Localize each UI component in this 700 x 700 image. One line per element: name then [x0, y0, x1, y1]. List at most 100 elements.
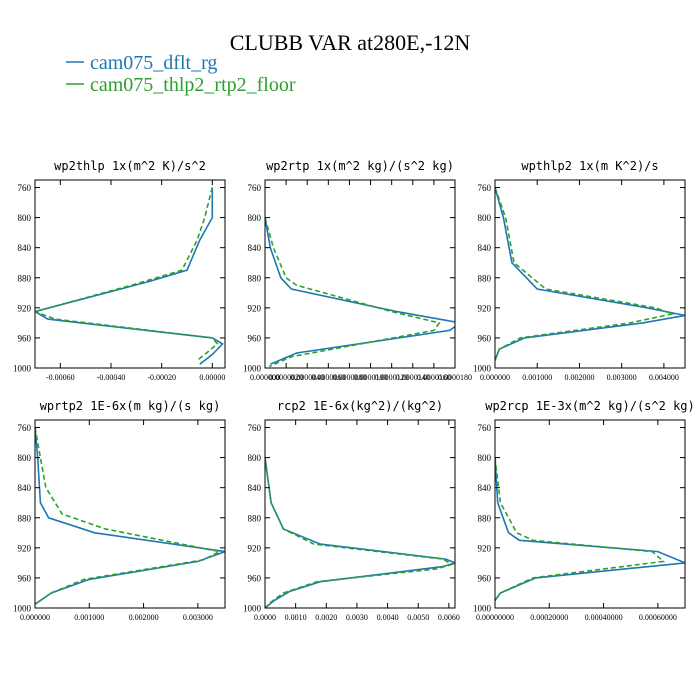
x-tick-label: 0.002000: [564, 373, 594, 382]
x-tick-label: 0.0000120: [375, 373, 409, 382]
x-tick-label: 0.0000180: [438, 373, 472, 382]
y-tick-label: 880: [18, 513, 32, 523]
panel-title: wp2rcp 1E-3x(m^2 kg)/(s^2 kg): [485, 399, 695, 413]
series-line-2: [495, 457, 666, 601]
y-tick-label: 960: [478, 573, 492, 583]
x-tick-label: 0.0000100: [354, 373, 388, 382]
y-tick-label: 920: [18, 543, 32, 553]
plot-frame: [494, 179, 686, 369]
y-tick-label: 1000: [473, 364, 492, 374]
y-tick-label: 760: [18, 183, 32, 193]
y-tick-label: 840: [478, 483, 492, 493]
x-tick-label: -0.00060: [46, 373, 75, 382]
series-line-1: [35, 187, 224, 365]
y-tick-label: 920: [248, 543, 262, 553]
series-line-2: [265, 457, 454, 608]
x-tick-label: 0.0010: [285, 613, 307, 622]
y-tick-label: 760: [478, 183, 492, 193]
panel-title: wp2rtp 1x(m^2 kg)/(s^2 kg): [266, 159, 454, 173]
y-tick-label: 1000: [473, 604, 492, 614]
y-tick-label: 880: [478, 513, 492, 523]
x-tick-label: 0.00020000: [530, 613, 568, 622]
x-tick-label: 0.000000: [480, 373, 510, 382]
y-tick-label: 960: [248, 333, 262, 343]
figure-title: CLUBB VAR at280E,-12N: [230, 30, 471, 55]
x-tick-label: 0.00060000: [639, 613, 677, 622]
series-line-1: [495, 457, 685, 601]
series-line-2: [265, 217, 441, 368]
panel-4: wprtp2 1E-6x(m kg)/(s kg) 760 800 840 880 920…: [13, 399, 226, 622]
x-tick-label: 0.003000: [607, 373, 637, 382]
plot-frame: [34, 419, 226, 609]
x-tick-label: 0.000000: [20, 613, 50, 622]
y-tick-label: 1000: [13, 364, 32, 374]
y-tick-label: 800: [248, 213, 262, 223]
x-tick-label: 0.00000: [199, 373, 225, 382]
series-line-2: [35, 427, 223, 605]
y-tick-label: 960: [248, 573, 262, 583]
x-tick-label: 0.002000: [129, 613, 159, 622]
x-tick-label: 0.001000: [74, 613, 104, 622]
x-tick-label: -0.00040: [97, 373, 126, 382]
series-line-2: [35, 187, 219, 362]
x-tick-label: 0.0030: [346, 613, 368, 622]
y-tick-label: 960: [18, 333, 32, 343]
y-tick-label: 840: [248, 483, 262, 493]
x-tick-label: 0.00000000: [476, 613, 514, 622]
y-tick-label: 840: [18, 483, 32, 493]
x-tick-label: 0.0000040: [290, 373, 324, 382]
y-tick-label: 960: [478, 333, 492, 343]
y-tick-label: 760: [478, 423, 492, 433]
y-tick-label: 800: [18, 213, 32, 223]
y-tick-label: 840: [248, 243, 262, 253]
x-tick-label: 0.0060: [438, 613, 460, 622]
y-tick-label: 880: [248, 513, 262, 523]
y-tick-label: 920: [248, 303, 262, 313]
y-tick-label: 880: [478, 273, 492, 283]
x-tick-label: 0.004000: [649, 373, 679, 382]
x-tick-label: 0.0000: [254, 613, 276, 622]
legend: cam075_dflt_rg cam075_thlp2_rtp2_floor: [66, 52, 296, 96]
panel-1: wp2thlp 1x(m^2 K)/s^2 760 800 840 880 920 960 1…: [13, 159, 226, 382]
x-tick-label: 0.0050: [407, 613, 429, 622]
y-tick-label: 760: [248, 183, 262, 193]
y-tick-label: 800: [478, 453, 492, 463]
panel-6: wp2rcp 1E-3x(m^2 kg)/(s^2 kg) 760 800 840 88…: [473, 399, 695, 622]
x-tick-label: 0.0000080: [332, 373, 366, 382]
x-tick-label: 0.0000060: [311, 373, 345, 382]
panel-title: wprtp2 1E-6x(m kg)/(s kg): [40, 399, 221, 413]
panel-2: wp2rtp 1x(m^2 kg)/(s^2 kg) 760 800 840 880 92…: [243, 159, 472, 382]
y-tick-label: 920: [478, 543, 492, 553]
x-tick-label: 0.0000160: [417, 373, 451, 382]
x-tick-label: 0.001000: [522, 373, 552, 382]
legend-label-2: cam075_thlp2_rtp2_floor: [90, 74, 296, 96]
plot-frame: [264, 419, 456, 609]
y-tick-label: 840: [18, 243, 32, 253]
panel-3: wpthlp2 1x(m K^2)/s 760 800 840 880 920 960 100…: [473, 159, 686, 382]
series-line-1: [265, 457, 455, 608]
x-tick-label: 0.0020: [315, 613, 337, 622]
y-tick-label: 800: [18, 453, 32, 463]
y-tick-label: 1000: [13, 604, 32, 614]
panel-grid: wp2thlp 1x(m^2 K)/s^2 760 800 840 880 920 960 1…: [13, 159, 695, 622]
y-tick-label: 880: [248, 273, 262, 283]
y-tick-label: 920: [18, 303, 32, 313]
x-tick-label: 0.0040: [377, 613, 399, 622]
panel-title: wpthlp2 1x(m K^2)/s: [521, 159, 658, 173]
y-tick-label: 960: [18, 573, 32, 583]
plot-frame: [34, 179, 226, 369]
x-tick-label: 0.003000: [183, 613, 213, 622]
y-tick-label: 1000: [243, 364, 262, 374]
x-tick-label: 0.00040000: [585, 613, 623, 622]
y-tick-label: 760: [18, 423, 32, 433]
y-tick-label: 800: [248, 453, 262, 463]
series-line-1: [495, 187, 685, 361]
series-line-2: [495, 187, 676, 361]
series-line-1: [35, 427, 225, 605]
y-tick-label: 800: [478, 213, 492, 223]
panel-title: rcp2 1E-6x(kg^2)/(kg^2): [277, 399, 443, 413]
x-tick-label: 0.0000140: [396, 373, 430, 382]
x-tick-label: 0.000000: [250, 373, 280, 382]
series-line-1: [265, 217, 455, 365]
